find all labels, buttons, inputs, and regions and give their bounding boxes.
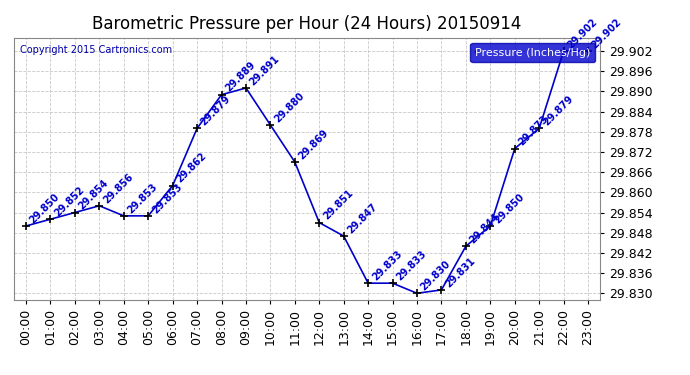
Text: 29.850: 29.850 (492, 192, 526, 225)
Text: 29.889: 29.889 (224, 60, 257, 94)
Text: 29.854: 29.854 (77, 178, 110, 212)
Text: 29.880: 29.880 (273, 90, 306, 124)
Text: 29.831: 29.831 (444, 255, 477, 289)
Text: 29.852: 29.852 (52, 185, 86, 218)
Text: 29.862: 29.862 (175, 151, 208, 185)
Text: 29.833: 29.833 (370, 249, 404, 282)
Text: 29.879: 29.879 (199, 94, 233, 128)
Text: 29.902: 29.902 (590, 16, 624, 50)
Text: 29.873: 29.873 (517, 114, 551, 148)
Legend: Pressure (Inches/Hg): Pressure (Inches/Hg) (471, 43, 595, 62)
Text: 29.853: 29.853 (126, 182, 159, 215)
Text: 29.853: 29.853 (150, 182, 184, 215)
Text: 29.830: 29.830 (419, 259, 453, 292)
Text: 29.891: 29.891 (248, 54, 282, 87)
Text: 29.847: 29.847 (346, 201, 380, 235)
Text: Copyright 2015 Cartronics.com: Copyright 2015 Cartronics.com (19, 45, 172, 56)
Text: 29.856: 29.856 (101, 171, 135, 205)
Text: 29.879: 29.879 (541, 94, 575, 128)
Text: 29.833: 29.833 (395, 249, 428, 282)
Title: Barometric Pressure per Hour (24 Hours) 20150914: Barometric Pressure per Hour (24 Hours) … (92, 15, 522, 33)
Text: 29.850: 29.850 (28, 192, 61, 225)
Text: 29.902: 29.902 (566, 16, 599, 50)
Text: 29.869: 29.869 (297, 128, 331, 161)
Text: 29.844: 29.844 (468, 211, 502, 245)
Text: 29.851: 29.851 (322, 188, 355, 222)
